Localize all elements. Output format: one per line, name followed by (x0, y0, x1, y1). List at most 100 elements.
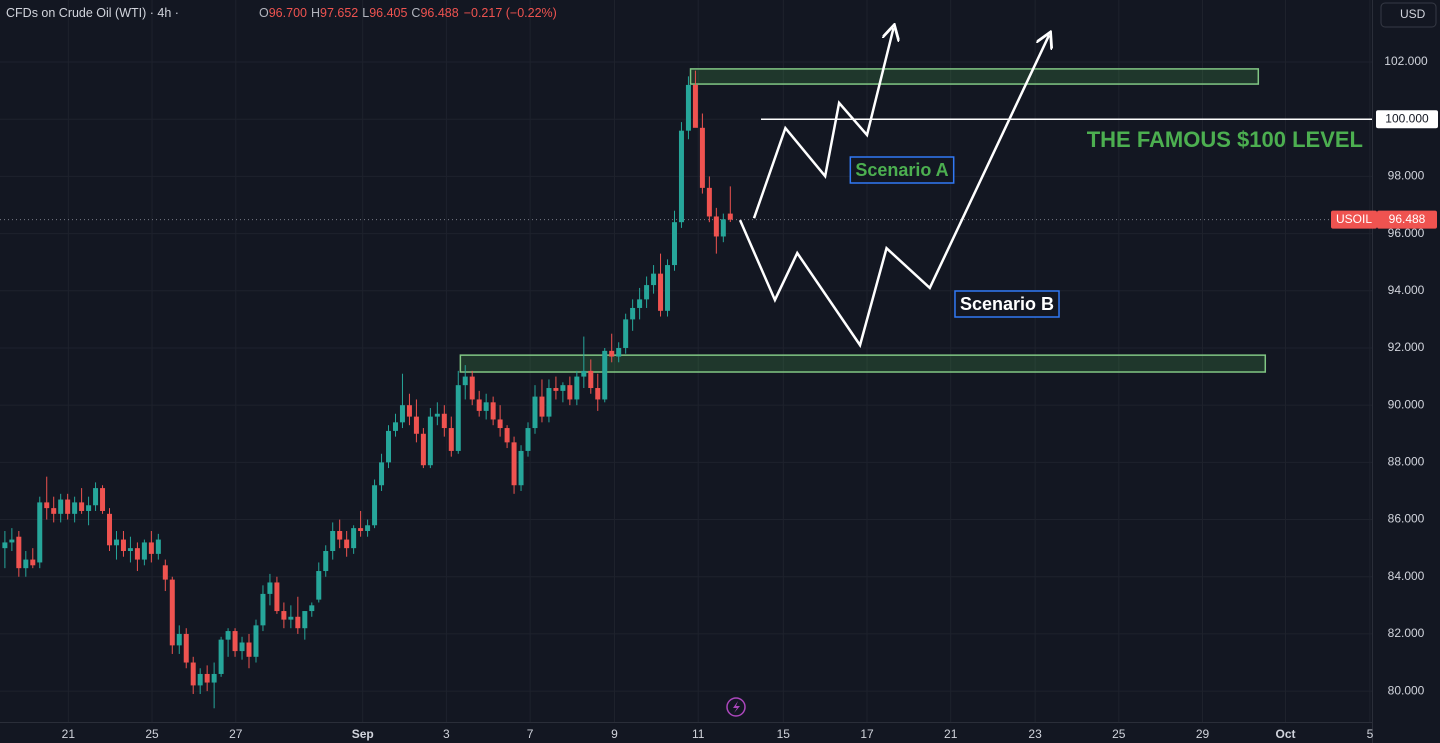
candle-body (644, 285, 650, 300)
candle-body (406, 405, 412, 417)
ohlc-key: O (259, 6, 269, 20)
candle-body (155, 539, 161, 554)
candle-body (602, 350, 608, 400)
candle-body (351, 528, 357, 549)
candle-body (699, 127, 705, 188)
x-tick-label: 27 (229, 727, 243, 741)
scenario-label: Scenario A (855, 160, 948, 180)
candle-body (427, 416, 433, 466)
candle-body (58, 499, 64, 514)
candle-body (420, 433, 426, 466)
candle-body (658, 273, 664, 311)
ohlc-key: C (411, 6, 421, 20)
candle-body (16, 536, 22, 569)
y-tick-label: 98.000 (1388, 169, 1425, 183)
candle-body (588, 370, 594, 389)
candle-body (281, 611, 287, 620)
candle-body (44, 502, 50, 509)
candle-body (23, 559, 29, 569)
candle-body (692, 84, 698, 128)
candle-body (462, 376, 468, 386)
scenario-label-box (954, 290, 1060, 318)
candle-body (671, 222, 677, 266)
y-tick-label: 90.000 (1388, 397, 1425, 411)
candle-body (309, 605, 315, 612)
level-tag (1376, 110, 1438, 129)
candle-body (630, 307, 636, 320)
candle-body (246, 642, 252, 657)
candle-body (560, 385, 566, 391)
scenario-label: Scenario B (960, 294, 1054, 314)
candle-body (413, 416, 419, 434)
candle-body (37, 502, 43, 563)
ohlc-value: 97.652 (320, 6, 359, 20)
candle-body (120, 539, 126, 552)
price-change: −0.217 (−0.22%) (463, 6, 557, 20)
candle-body (518, 450, 524, 486)
candle-body (211, 673, 217, 683)
candle-body (539, 396, 545, 417)
x-tick-label: 5 (1367, 727, 1374, 741)
replay-icon[interactable] (726, 697, 746, 717)
scenario-label-box (849, 156, 955, 184)
candle-body (399, 405, 405, 423)
candle-body (609, 350, 615, 357)
ohlc-key: L (362, 6, 370, 20)
candle-body (183, 633, 189, 663)
candle-body (197, 673, 203, 686)
candle-body (358, 528, 364, 531)
candle-body (706, 187, 712, 217)
zone (459, 354, 1267, 373)
candle-body (86, 505, 92, 511)
candle-body (344, 539, 350, 549)
candle-body (532, 396, 538, 429)
x-tick-label: 29 (1196, 727, 1210, 741)
y-tick-label: 86.000 (1388, 512, 1425, 526)
candle-body (567, 385, 573, 400)
candle-body (127, 548, 133, 552)
candle-body (141, 542, 147, 560)
candle-body (651, 273, 657, 286)
candle-body (253, 625, 259, 657)
candle-body (288, 616, 294, 620)
candle-body (65, 499, 71, 514)
currency[interactable]: USD (1400, 7, 1426, 21)
y-tick-label: 94.000 (1388, 283, 1425, 297)
candle-body (727, 213, 733, 220)
candle-body (337, 530, 343, 540)
candle-body (260, 593, 266, 626)
candle-body (685, 84, 691, 131)
scenario-path (752, 28, 894, 219)
candle-body (232, 631, 238, 652)
candle-body (483, 402, 489, 411)
candle-body (720, 219, 726, 237)
ohlc-value: 96.488 (420, 6, 459, 20)
candle-body (295, 616, 301, 629)
x-tick-label: 21 (62, 727, 76, 741)
candle-body (665, 265, 671, 311)
candle-body (148, 542, 154, 554)
candle-body (678, 130, 684, 223)
candle-body (372, 485, 378, 526)
candle-body (623, 319, 629, 348)
currency-button[interactable] (1380, 2, 1437, 28)
candle-body (316, 571, 322, 600)
candle-body (2, 542, 8, 549)
plot: THE FAMOUS $100 LEVEL Scenario A Scenario … (0, 0, 1372, 722)
candle-body (448, 428, 454, 451)
symbol-tag-label: USOIL (1336, 212, 1372, 226)
header: CFDs on Crude Oil (WTI) · 4h · O96.700 H9… (6, 6, 557, 20)
scenario-path (738, 35, 1049, 349)
candle-body (469, 376, 475, 400)
y-tick-label: 88.000 (1388, 455, 1425, 469)
last-price-label: 96.488 (1389, 212, 1426, 226)
y-tick-label: 102.000 (1384, 54, 1428, 68)
y-tick-label: 80.000 (1388, 683, 1425, 697)
x-tick-label: 3 (443, 727, 450, 741)
x-tick-label: 25 (1112, 727, 1126, 741)
candle-body (169, 579, 175, 646)
candle-body (434, 413, 440, 417)
candle-body (323, 551, 329, 572)
candle-body (713, 216, 719, 237)
